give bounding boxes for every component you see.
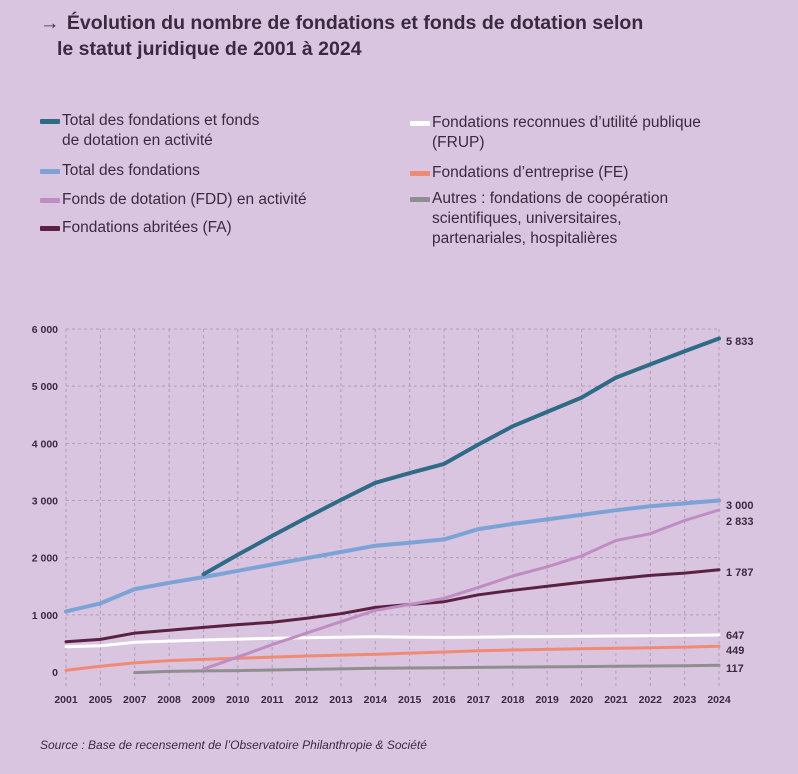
source-note: Source : Base de recensement de l’Observ… (40, 738, 427, 752)
x-tick-label: 2023 (673, 694, 697, 706)
x-tick-label: 2013 (329, 694, 353, 706)
series-line (201, 336, 721, 577)
series-line (202, 508, 721, 671)
chart-title: → Évolution du nombre de fondations et f… (40, 10, 760, 62)
legend-label: (FRUP) (432, 134, 485, 151)
legend-swatch (40, 169, 60, 174)
series-line (64, 498, 721, 614)
y-tick-label: 0 (52, 667, 58, 679)
y-tick-label: 2 000 (32, 553, 58, 565)
legend-label: Autres : fondations de coopération (432, 190, 669, 207)
legend-swatch (410, 171, 430, 176)
series-line (64, 644, 721, 672)
legend-swatch (40, 226, 60, 231)
x-tick-label: 2009 (192, 694, 216, 706)
x-tick-label: 2012 (295, 694, 319, 706)
series-line (133, 663, 721, 675)
end-value-label: 3 000 (726, 500, 754, 512)
x-tick-label: 2014 (364, 694, 388, 706)
legend-label: Total des fondations (62, 162, 200, 179)
legend-label: scientifiques, universitaires, (432, 210, 622, 227)
y-tick-label: 5 000 (32, 381, 58, 393)
series-line (64, 633, 721, 649)
x-axis: 2001 2005 2007 2008 2009 2010 2011 2012 2013 2014… (54, 694, 731, 706)
legend-swatch (410, 121, 430, 126)
x-tick-label: 2021 (604, 694, 628, 706)
chart-title-line-1: Évolution du nombre de fondations et fon… (66, 12, 644, 34)
end-value-label: 117 (726, 663, 744, 675)
y-axis: 0 1 000 2 000 3 000 4 000 5 000 6 000 (32, 324, 58, 679)
end-value-label: 647 (726, 630, 744, 642)
legend-label: Fondations reconnues d’utilité publique (432, 114, 701, 131)
x-tick-label: 2001 (54, 694, 78, 706)
legend-item-fe: Fondations d’entreprise (FE) (410, 163, 628, 183)
end-value-label: 449 (726, 645, 744, 657)
legend-item-autres: Autres : fondations de coopération scien… (410, 189, 668, 249)
legend-label: partenariales, hospitalières (432, 230, 618, 247)
legend-item-total-fondations-fonds: Total des fondations et fonds de dotatio… (40, 111, 259, 151)
x-tick-label: 2007 (123, 694, 147, 706)
x-tick-label: 2019 (535, 694, 559, 706)
x-tick-label: 2020 (570, 694, 594, 706)
y-tick-label: 4 000 (32, 438, 58, 450)
arrow-right-icon: → (40, 12, 60, 34)
x-tick-label: 2022 (639, 694, 663, 706)
legend-label: Fondations d’entreprise (FE) (432, 164, 629, 181)
legend-item-fdd: Fonds de dotation (FDD) en activité (40, 190, 307, 210)
series-line (64, 568, 721, 644)
legend-label: de dotation en activité (62, 132, 213, 149)
y-tick-label: 1 000 (32, 610, 58, 622)
end-labels: 3 000 647 449 117 1 787 2 833 5 833 (726, 336, 754, 675)
end-value-label: 1 787 (726, 567, 754, 579)
x-tick-label: 2015 (398, 694, 422, 706)
x-tick-label: 2024 (707, 694, 731, 706)
legend-label: Total des fondations et fonds (62, 112, 260, 129)
x-tick-label: 2010 (226, 694, 250, 706)
legend-label: Fondations abritées (FA) (62, 219, 232, 236)
legend-label: Fonds de dotation (FDD) en activité (62, 191, 307, 208)
end-value-label: 2 833 (726, 516, 754, 528)
grid (65, 328, 720, 686)
y-tick-label: 6 000 (32, 324, 58, 336)
legend-swatch (40, 198, 60, 203)
x-tick-label: 2017 (467, 694, 491, 706)
x-tick-label: 2008 (157, 694, 181, 706)
legend-item-fa: Fondations abritées (FA) (40, 218, 232, 238)
chart-title-line-2: le statut juridique de 2001 à 2024 (57, 38, 362, 60)
legend-item-frup: Fondations reconnues d’utilité publique … (410, 113, 701, 153)
x-tick-label: 2011 (261, 694, 284, 706)
legend-item-total-fondations: Total des fondations (40, 161, 200, 181)
x-tick-label: 2018 (501, 694, 525, 706)
x-tick-label: 2005 (89, 694, 113, 706)
legend-swatch (410, 197, 430, 202)
end-value-label: 5 833 (726, 336, 754, 348)
y-tick-label: 3 000 (32, 496, 58, 508)
x-tick-label: 2016 (432, 694, 456, 706)
legend-swatch (40, 119, 60, 124)
series-group (64, 336, 721, 675)
